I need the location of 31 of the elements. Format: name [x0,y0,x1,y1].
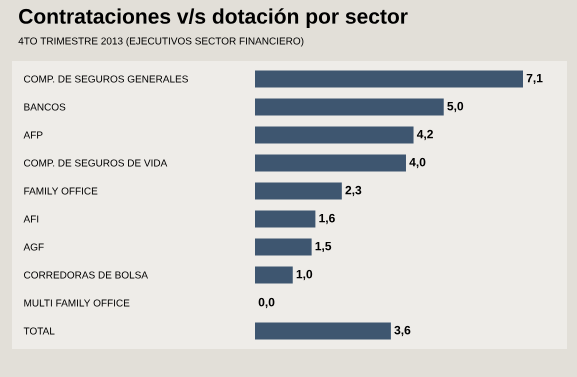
bar [255,154,406,172]
data-label: 4,0 [409,158,426,168]
data-label: 4,2 [416,130,433,140]
y-tick-label: AFI [24,216,38,222]
data-label: 1,6 [319,214,335,224]
bar [255,126,414,144]
bar [255,70,523,88]
bar [255,322,391,340]
y-tick-label: TOTAL [24,327,55,335]
bar [255,266,293,284]
y-tick-label: BANCOS [24,103,66,111]
bar [255,182,342,200]
data-label: 2,3 [345,186,362,196]
text: 4TO TRIMESTRE 2013 (EJECUTIVOS SECTOR FINANCIERO) [18,37,304,47]
y-tick-label: AGF [24,243,44,251]
y-tick-label: CORREDORAS DE BOLSA [24,271,148,279]
data-label: 1,5 [316,242,332,252]
data-label: 5,0 [447,102,464,112]
y-tick-label: COMP. DE SEGUROS DE VIDA [24,159,168,167]
bar [255,210,316,228]
data-label: 3,6 [394,326,410,336]
bar [255,238,312,256]
chart-title: Contrataciones v/s dotación por sector [19,8,408,28]
data-label: 7,1 [526,74,543,84]
data-label: 0,0 [258,298,274,308]
y-tick-label: AFP [24,132,42,138]
y-tick-label: COMP. DE SEGUROS GENERALES [24,75,188,83]
y-tick-label: FAMILY OFFICE [24,187,98,195]
y-tick-label: MULTI FAMILY OFFICE [24,299,130,307]
bar [255,98,444,116]
data-label: 1,0 [296,270,312,280]
